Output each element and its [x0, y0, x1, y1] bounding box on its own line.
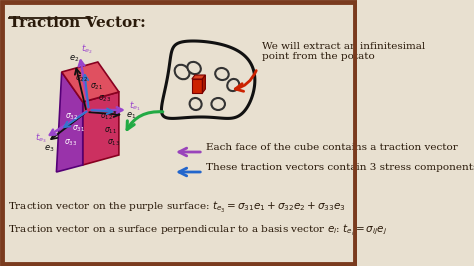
- Polygon shape: [83, 92, 119, 165]
- PathPatch shape: [162, 41, 255, 118]
- Text: $\sigma_{13}$: $\sigma_{13}$: [107, 138, 120, 148]
- Ellipse shape: [211, 98, 225, 110]
- Text: $\sigma_{31}$: $\sigma_{31}$: [72, 123, 85, 134]
- Text: $t_{e_3}$: $t_{e_3}$: [35, 131, 46, 144]
- Ellipse shape: [215, 68, 229, 80]
- Text: $\sigma_{23}$: $\sigma_{23}$: [98, 93, 111, 103]
- Ellipse shape: [190, 98, 201, 110]
- Polygon shape: [62, 62, 119, 102]
- Text: Traction vector on a surface perpendicular to a basis vector $e_i$: $t_{e_i} = \: Traction vector on a surface perpendicul…: [8, 222, 387, 237]
- Polygon shape: [192, 75, 205, 79]
- Text: $e_2$: $e_2$: [69, 54, 80, 64]
- Text: $\sigma_{32}$: $\sigma_{32}$: [65, 111, 78, 122]
- Text: Traction vector on the purple surface: $t_{e_3} = \sigma_{31}e_1 + \sigma_{32}e_: Traction vector on the purple surface: $…: [8, 200, 346, 215]
- Text: $e_1$: $e_1$: [127, 111, 137, 121]
- Text: Each face of the cube contains a traction vector: Each face of the cube contains a tractio…: [206, 143, 458, 152]
- Polygon shape: [56, 72, 83, 172]
- Text: $t_{e_2}$: $t_{e_2}$: [81, 42, 93, 56]
- Text: $e_3$: $e_3$: [44, 144, 54, 154]
- Text: $\sigma_{33}$: $\sigma_{33}$: [64, 138, 77, 148]
- Text: $\sigma_{12}$: $\sigma_{12}$: [100, 111, 113, 122]
- Text: $\sigma_{22}$: $\sigma_{22}$: [75, 73, 88, 84]
- Text: These traction vectors contain 3 stress components: These traction vectors contain 3 stress …: [206, 163, 474, 172]
- Text: $t_{e_1}$: $t_{e_1}$: [129, 99, 141, 113]
- Ellipse shape: [187, 62, 201, 74]
- Text: $\sigma_{21}$: $\sigma_{21}$: [90, 81, 103, 92]
- Text: We will extract an infinitesimal
point from the potato: We will extract an infinitesimal point f…: [262, 42, 425, 61]
- Polygon shape: [202, 75, 205, 93]
- Ellipse shape: [227, 79, 239, 91]
- Ellipse shape: [175, 65, 190, 79]
- Polygon shape: [192, 79, 202, 93]
- Text: Traction Vector:: Traction Vector:: [9, 16, 146, 30]
- Text: $\sigma_{11}$: $\sigma_{11}$: [104, 125, 117, 135]
